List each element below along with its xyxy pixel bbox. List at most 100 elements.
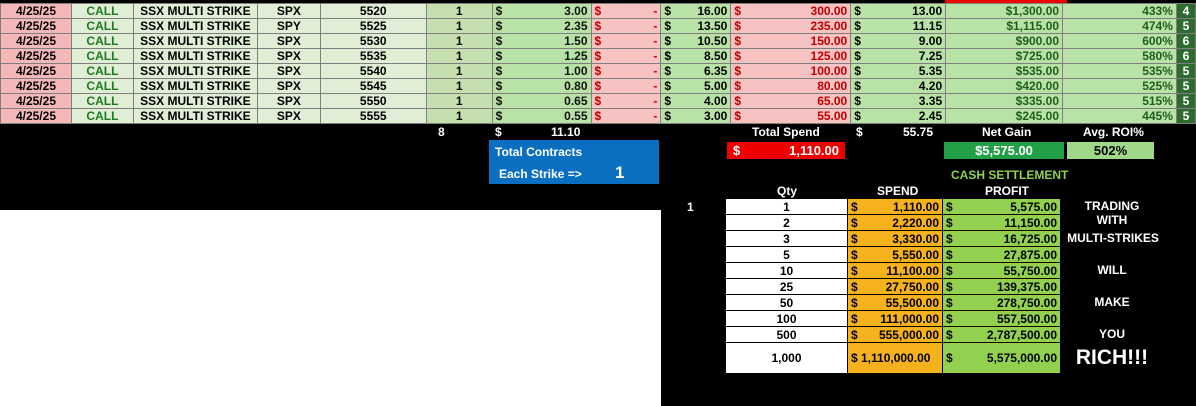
settlement-profit[interactable]: $557,500.00: [942, 310, 1061, 327]
trade-current-price[interactable]: $10.50: [660, 33, 732, 49]
settlement-spend[interactable]: $111,000.00: [847, 310, 943, 327]
settlement-spend[interactable]: $ 1,110,000.00: [847, 342, 943, 374]
trade-symbol[interactable]: SPX: [256, 93, 321, 109]
trade-date[interactable]: 4/25/25: [0, 93, 72, 109]
trade-current-price[interactable]: $5.00: [660, 78, 732, 94]
trade-cost[interactable]: $100.00: [730, 63, 852, 79]
trade-type[interactable]: CALL: [70, 33, 134, 49]
settlement-qty[interactable]: 25: [725, 278, 848, 295]
trade-date[interactable]: 4/25/25: [0, 3, 72, 19]
trade-type[interactable]: CALL: [70, 18, 134, 34]
trade-value[interactable]: $11.15: [850, 18, 947, 34]
settlement-profit[interactable]: $5,575,000.00: [942, 342, 1061, 374]
trade-type[interactable]: CALL: [70, 48, 134, 64]
settlement-profit[interactable]: $2,787,500.00: [942, 326, 1061, 343]
trade-strike[interactable]: 5555: [319, 108, 427, 124]
trade-buy-price[interactable]: $1.25: [491, 48, 592, 64]
trade-count[interactable]: 5: [1175, 108, 1196, 124]
trade-value[interactable]: $13.00: [850, 3, 947, 19]
trade-symbol[interactable]: SPX: [256, 108, 321, 124]
trade-date[interactable]: 4/25/25: [0, 18, 72, 34]
settlement-spend[interactable]: $55,500.00: [847, 294, 943, 311]
settlement-spend[interactable]: $1,110.00: [847, 198, 943, 215]
trade-date[interactable]: 4/25/25: [0, 78, 72, 94]
trade-strike[interactable]: 5525: [319, 18, 427, 34]
trade-current-price[interactable]: $13.50: [660, 18, 732, 34]
trade-strike[interactable]: 5530: [319, 33, 427, 49]
trade-qty[interactable]: 1: [425, 3, 493, 19]
trade-strike[interactable]: 5540: [319, 63, 427, 79]
trade-date[interactable]: 4/25/25: [0, 48, 72, 64]
trade-roi[interactable]: 600%: [1062, 33, 1177, 49]
trade-sell-price[interactable]: $ -: [590, 63, 662, 79]
trade-cost[interactable]: $235.00: [730, 18, 852, 34]
trade-qty[interactable]: 1: [425, 63, 493, 79]
trade-value[interactable]: $7.25: [850, 48, 947, 64]
trade-buy-price[interactable]: $2.35: [491, 18, 592, 34]
trade-strategy[interactable]: SSX MULTI STRIKE: [132, 63, 258, 79]
trade-count[interactable]: 5: [1175, 78, 1196, 94]
trade-buy-price[interactable]: $1.50: [491, 33, 592, 49]
trade-cost[interactable]: $300.00: [730, 3, 852, 19]
settlement-spend[interactable]: $11,100.00: [847, 262, 943, 279]
trade-cost[interactable]: $125.00: [730, 48, 852, 64]
trade-type[interactable]: CALL: [70, 3, 134, 19]
trade-current-price[interactable]: $16.00: [660, 3, 732, 19]
settlement-profit[interactable]: $11,150.00: [942, 214, 1061, 231]
settlement-profit[interactable]: $27,875.00: [942, 246, 1061, 263]
settlement-profit[interactable]: $139,375.00: [942, 278, 1061, 295]
settlement-qty[interactable]: 50: [725, 294, 848, 311]
settlement-qty[interactable]: 5: [725, 246, 848, 263]
trade-buy-price[interactable]: $0.55: [491, 108, 592, 124]
trade-buy-price[interactable]: $0.65: [491, 93, 592, 109]
trade-current-price[interactable]: $4.00: [660, 93, 732, 109]
trade-roi[interactable]: 580%: [1062, 48, 1177, 64]
trade-buy-price[interactable]: $0.80: [491, 78, 592, 94]
trade-type[interactable]: CALL: [70, 108, 134, 124]
settlement-qty[interactable]: 3: [725, 230, 848, 247]
trade-symbol[interactable]: SPX: [256, 3, 321, 19]
trade-count[interactable]: 5: [1175, 93, 1196, 109]
trade-roi[interactable]: 433%: [1062, 3, 1177, 19]
settlement-spend[interactable]: $3,330.00: [847, 230, 943, 247]
trade-count[interactable]: 5: [1175, 63, 1196, 79]
trade-current-price[interactable]: $8.50: [660, 48, 732, 64]
trade-count[interactable]: 6: [1175, 48, 1196, 64]
trade-strike[interactable]: 5545: [319, 78, 427, 94]
trade-buy-price[interactable]: $1.00: [491, 63, 592, 79]
settlement-qty[interactable]: 1: [725, 198, 848, 215]
trade-qty[interactable]: 1: [425, 48, 493, 64]
trade-type[interactable]: CALL: [70, 63, 134, 79]
trade-sell-price[interactable]: $ -: [590, 18, 662, 34]
trade-value[interactable]: $5.35: [850, 63, 947, 79]
trade-value[interactable]: $9.00: [850, 33, 947, 49]
trade-qty[interactable]: 1: [425, 18, 493, 34]
trade-profit[interactable]: $245.00: [945, 108, 1064, 124]
trade-roi[interactable]: 535%: [1062, 63, 1177, 79]
trade-strategy[interactable]: SSX MULTI STRIKE: [132, 33, 258, 49]
settlement-spend[interactable]: $555,000.00: [847, 326, 943, 343]
trade-symbol[interactable]: SPX: [256, 48, 321, 64]
trade-qty[interactable]: 1: [425, 93, 493, 109]
trade-sell-price[interactable]: $ -: [590, 93, 662, 109]
trade-type[interactable]: CALL: [70, 78, 134, 94]
trade-roi[interactable]: 515%: [1062, 93, 1177, 109]
trade-date[interactable]: 4/25/25: [0, 33, 72, 49]
settlement-qty[interactable]: 1,000: [725, 342, 848, 374]
settlement-qty[interactable]: 100: [725, 310, 848, 327]
trade-profit[interactable]: $335.00: [945, 93, 1064, 109]
settlement-qty[interactable]: 10: [725, 262, 848, 279]
trade-sell-price[interactable]: $ -: [590, 78, 662, 94]
trade-qty[interactable]: 1: [425, 33, 493, 49]
settlement-spend[interactable]: $2,220.00: [847, 214, 943, 231]
trade-cost[interactable]: $55.00: [730, 108, 852, 124]
trade-strike[interactable]: 5520: [319, 3, 427, 19]
trade-type[interactable]: CALL: [70, 93, 134, 109]
settlement-spend[interactable]: $27,750.00: [847, 278, 943, 295]
trade-current-price[interactable]: $3.00: [660, 108, 732, 124]
trade-symbol[interactable]: SPX: [256, 33, 321, 49]
trade-symbol[interactable]: SPX: [256, 78, 321, 94]
trade-count[interactable]: 6: [1175, 33, 1196, 49]
trade-sell-price[interactable]: $ -: [590, 33, 662, 49]
settlement-profit[interactable]: $5,575.00: [942, 198, 1061, 215]
